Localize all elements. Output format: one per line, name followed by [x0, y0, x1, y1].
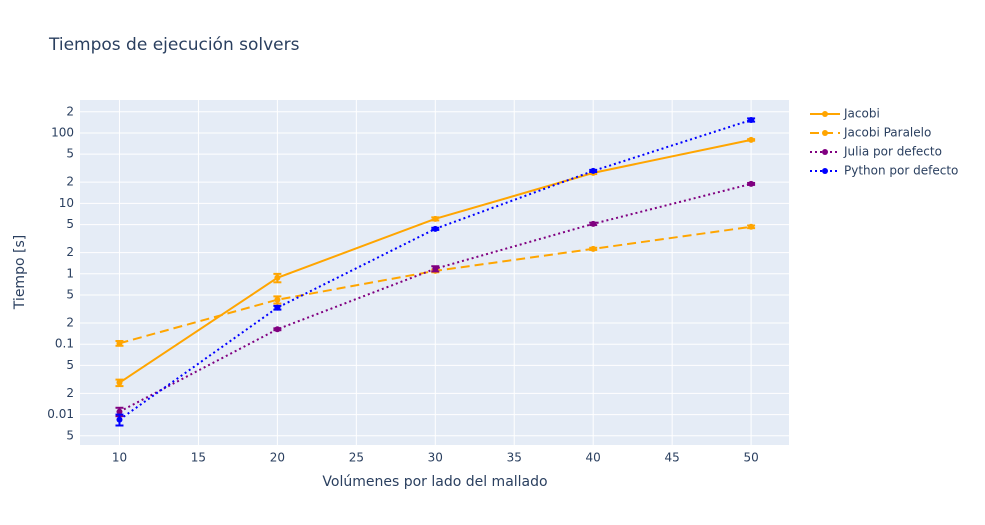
- y-tick-label: 5: [66, 147, 74, 161]
- y-tick-label: 2: [66, 315, 74, 329]
- y-tick-label: 10: [59, 196, 74, 210]
- point: [432, 215, 439, 222]
- x-tick-label: 45: [665, 451, 680, 465]
- x-tick-label: 50: [743, 451, 758, 465]
- point: [116, 340, 123, 347]
- x-tick-label: 20: [270, 451, 285, 465]
- legend-marker: [822, 130, 828, 136]
- y-tick-label: 5: [66, 428, 74, 442]
- x-tick-label: 10: [112, 451, 127, 465]
- chart-title: Tiempos de ejecución solvers: [48, 35, 300, 55]
- point: [590, 167, 597, 174]
- x-tick-label: 25: [349, 451, 364, 465]
- point: [590, 245, 597, 252]
- point: [748, 223, 755, 230]
- x-tick-label: 40: [586, 451, 601, 465]
- point: [432, 225, 439, 232]
- y-tick-label: 5: [66, 287, 74, 301]
- point: [432, 265, 439, 272]
- x-tick-label: 15: [191, 451, 206, 465]
- legend-marker: [822, 149, 828, 155]
- x-axis-title: Volúmenes por lado del mallado: [322, 474, 547, 490]
- y-tick-label: 0.1: [55, 337, 74, 351]
- y-tick-label: 2: [66, 104, 74, 118]
- y-tick-label: 2: [66, 175, 74, 189]
- point: [274, 326, 281, 333]
- legend-label: Jacobi Paralelo: [843, 126, 931, 140]
- y-tick-label: 0.01: [47, 407, 74, 421]
- point: [748, 116, 755, 123]
- point: [274, 274, 281, 281]
- point: [116, 416, 123, 423]
- y-tick-label: 5: [66, 358, 74, 372]
- point: [590, 220, 597, 227]
- legend-label: Julia por defecto: [843, 145, 942, 159]
- y-tick-label: 2: [66, 386, 74, 400]
- point: [274, 296, 281, 303]
- y-tick-label: 5: [66, 217, 74, 231]
- legend-marker: [822, 168, 828, 174]
- y-tick-label: 2: [66, 245, 74, 259]
- x-tick-label: 30: [428, 451, 443, 465]
- y-tick-label: 1: [66, 266, 74, 280]
- series-line: [119, 182, 752, 413]
- x-tick-label: 35: [507, 451, 522, 465]
- legend-marker: [822, 111, 828, 117]
- legend-label: Jacobi: [843, 107, 880, 121]
- y-tick-label: 100: [51, 125, 74, 139]
- y-axis-title: Tiempo [s]: [12, 235, 28, 310]
- point: [748, 180, 755, 187]
- point: [748, 136, 755, 143]
- point: [274, 304, 281, 311]
- legend-label: Python por defecto: [844, 164, 958, 178]
- point: [116, 408, 123, 415]
- point: [116, 379, 123, 386]
